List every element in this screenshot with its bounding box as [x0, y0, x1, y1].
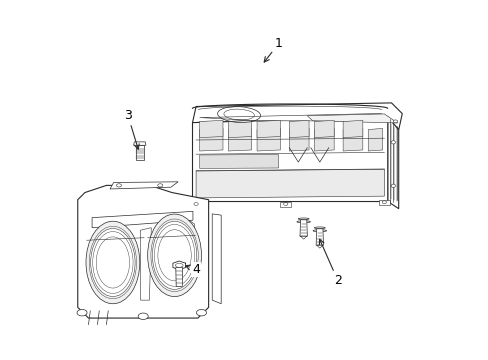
Ellipse shape — [152, 221, 196, 289]
Polygon shape — [257, 120, 280, 138]
Ellipse shape — [86, 221, 140, 304]
Text: 2: 2 — [319, 239, 341, 287]
Polygon shape — [192, 103, 402, 130]
Polygon shape — [136, 145, 143, 160]
Ellipse shape — [90, 229, 135, 297]
Polygon shape — [199, 120, 223, 138]
Ellipse shape — [296, 221, 310, 223]
Polygon shape — [343, 120, 362, 138]
Polygon shape — [314, 129, 333, 151]
Polygon shape — [212, 214, 221, 304]
Polygon shape — [133, 142, 145, 145]
Polygon shape — [343, 129, 362, 151]
Polygon shape — [199, 154, 278, 168]
Polygon shape — [299, 220, 307, 236]
Polygon shape — [192, 117, 387, 202]
Polygon shape — [315, 229, 323, 245]
Polygon shape — [110, 182, 178, 189]
Polygon shape — [78, 185, 208, 318]
Polygon shape — [257, 129, 280, 151]
Polygon shape — [199, 129, 223, 151]
Text: 3: 3 — [124, 109, 139, 149]
Polygon shape — [316, 245, 322, 248]
Polygon shape — [190, 202, 201, 207]
Polygon shape — [289, 120, 308, 138]
Polygon shape — [280, 202, 290, 207]
Polygon shape — [189, 220, 194, 231]
Polygon shape — [387, 117, 398, 209]
Ellipse shape — [138, 313, 148, 319]
Ellipse shape — [196, 310, 206, 316]
Polygon shape — [228, 129, 251, 151]
Polygon shape — [306, 114, 397, 123]
Polygon shape — [289, 129, 308, 151]
Text: 4: 4 — [185, 263, 200, 276]
Ellipse shape — [390, 141, 395, 144]
Polygon shape — [173, 261, 185, 270]
Polygon shape — [199, 113, 392, 121]
Polygon shape — [196, 169, 384, 198]
Ellipse shape — [298, 218, 308, 220]
Ellipse shape — [147, 214, 201, 297]
Polygon shape — [175, 267, 183, 287]
Polygon shape — [378, 200, 389, 205]
Polygon shape — [367, 129, 382, 151]
Ellipse shape — [312, 230, 326, 232]
Polygon shape — [300, 236, 306, 239]
Ellipse shape — [390, 184, 395, 187]
Polygon shape — [228, 120, 251, 138]
Text: 1: 1 — [264, 37, 282, 62]
Ellipse shape — [314, 227, 325, 229]
Polygon shape — [92, 211, 193, 228]
Polygon shape — [140, 228, 151, 300]
Ellipse shape — [77, 310, 87, 316]
Polygon shape — [314, 120, 333, 138]
Ellipse shape — [392, 120, 397, 123]
